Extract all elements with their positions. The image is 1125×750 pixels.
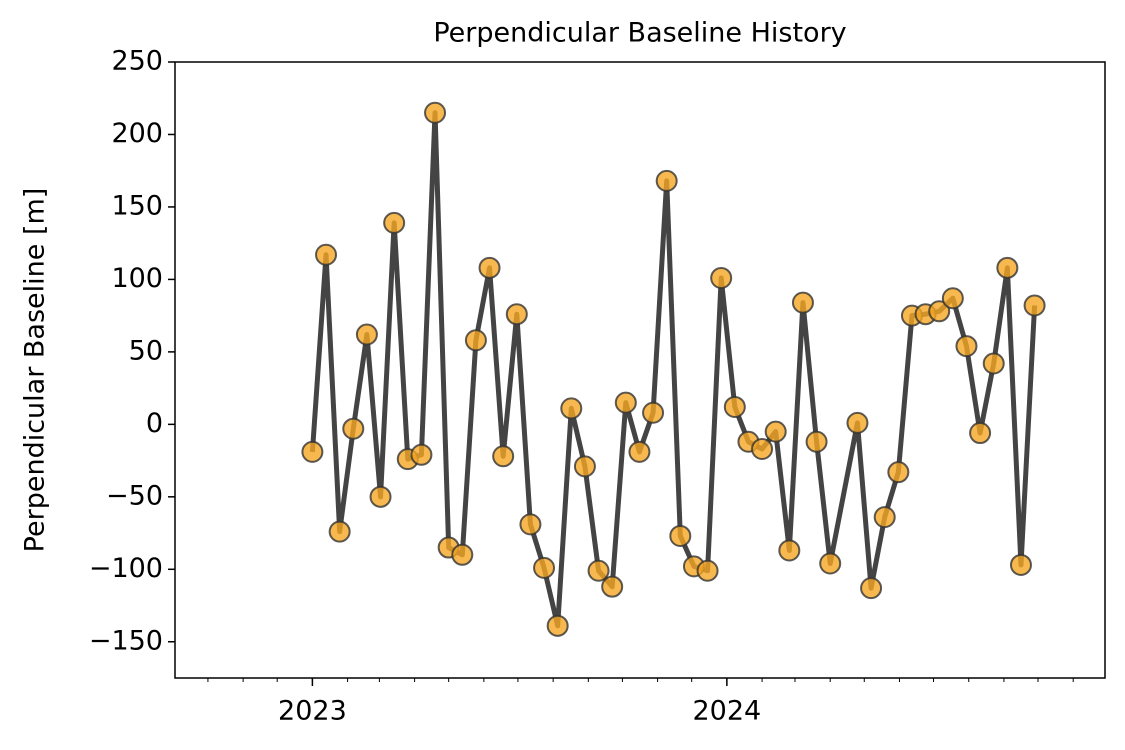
data-point [601,575,624,598]
chart-title: Perpendicular Baseline History [433,18,846,49]
data-point [669,524,692,547]
data-point [342,417,365,440]
data-point [969,422,992,445]
y-tick-label: 100 [111,263,163,294]
y-tick-label: 200 [111,118,163,149]
data-point [751,437,774,460]
data-point [778,539,801,562]
data-point [355,323,378,346]
data-point [846,411,869,434]
plot-frame [174,61,1106,679]
data-point [383,211,406,234]
data-point [996,256,1019,279]
data-point [655,169,678,192]
data-point [710,266,733,289]
data-point [723,395,746,418]
y-tick-label: 50 [129,335,163,366]
data-point [546,614,569,637]
data-point [1023,294,1046,317]
data-point [1009,553,1032,576]
data-point [696,559,719,582]
data-point [410,443,433,466]
data-point [860,577,883,600]
data-point [955,335,978,358]
data-point [941,287,964,310]
y-tick-label: −150 [89,625,163,656]
y-tick-label: 150 [111,190,163,221]
y-axis-label: Perpendicular Baseline [m] [20,188,51,553]
data-point [928,300,951,323]
data-point [628,440,651,463]
data-point [492,445,515,468]
data-point [764,420,787,443]
data-point [805,430,828,453]
data-point [982,352,1005,375]
data-point [819,552,842,575]
x-tick-label: 2024 [693,696,762,727]
y-tick-label: 250 [111,46,163,77]
data-point [614,391,637,414]
data-point [791,291,814,314]
data-point [533,556,556,579]
data-point [424,101,447,124]
y-tick-label: −100 [89,553,163,584]
data-point [315,243,338,266]
data-point [573,455,596,478]
data-point [887,461,910,484]
x-tick-label: 2023 [278,696,347,727]
y-tick-label: 0 [146,408,163,439]
y-tick-label: −50 [106,480,163,511]
data-point [560,397,583,420]
series-line [309,110,1038,629]
data-point [369,485,392,508]
data-point [873,506,896,529]
data-point [505,303,528,326]
data-point [519,513,542,536]
data-point [478,256,501,279]
data-point [464,329,487,352]
data-point [642,401,665,424]
data-point [328,520,351,543]
data-point [587,559,610,582]
data-point [451,543,474,566]
data-point [301,440,324,463]
